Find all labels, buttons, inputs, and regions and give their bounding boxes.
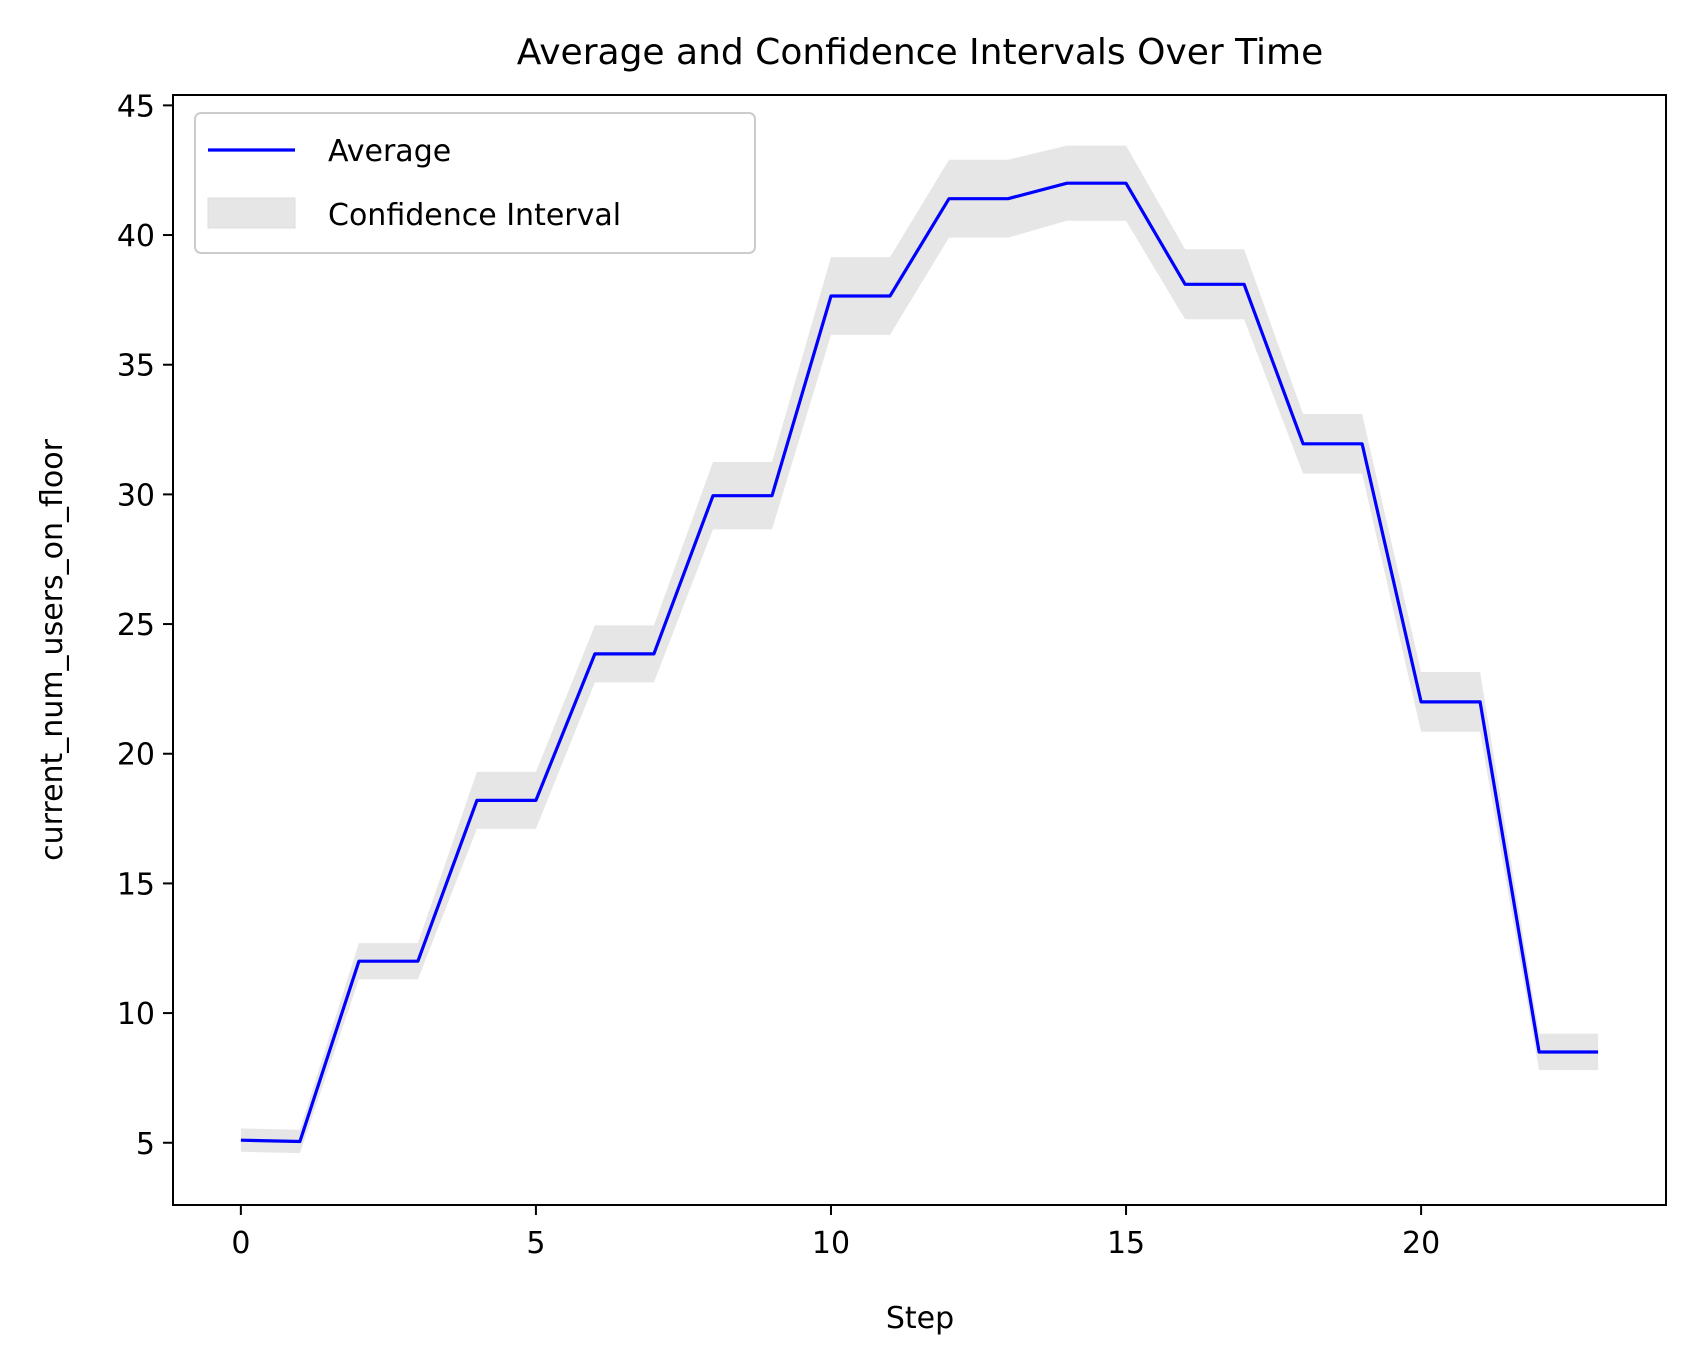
y-tick-label: 30	[117, 478, 155, 513]
y-axis: 5 10 15 20 25 30 35 40 45	[117, 89, 173, 1162]
y-tick-label: 15	[117, 867, 155, 902]
x-tick-label: 10	[812, 1226, 850, 1261]
legend-ci-swatch	[207, 197, 296, 229]
x-axis-label: Step	[886, 1301, 954, 1336]
x-tick-label: 5	[526, 1226, 545, 1261]
x-axis: 0 5 10 15 20	[231, 1205, 1440, 1261]
y-tick-label: 40	[117, 219, 155, 254]
x-tick-label: 20	[1402, 1226, 1440, 1261]
legend-box	[194, 112, 756, 254]
y-tick-label: 10	[117, 997, 155, 1032]
y-tick-label: 25	[117, 608, 155, 643]
x-tick-label: 0	[231, 1226, 250, 1261]
y-tick-label: 35	[117, 349, 155, 384]
average-line	[240, 181, 1599, 1144]
legend: Average Confidence Interval	[194, 112, 756, 254]
y-tick-label: 20	[117, 738, 155, 773]
chart-title: Average and Confidence Intervals Over Ti…	[517, 32, 1324, 73]
y-axis-label: current_num_users_on_floor	[35, 438, 70, 861]
y-tick-label: 45	[117, 89, 155, 124]
y-tick-label: 5	[136, 1127, 155, 1162]
plot-area	[172, 94, 1667, 1206]
x-tick-label: 15	[1107, 1226, 1145, 1261]
legend-average-label: Average	[328, 134, 451, 169]
legend-ci-label: Confidence Interval	[328, 198, 621, 233]
plot-frame	[172, 94, 1667, 1206]
